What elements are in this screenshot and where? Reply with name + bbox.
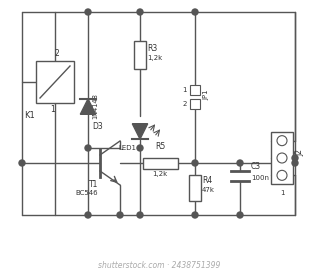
Bar [271,132,293,184]
Text: D3: D3 [92,122,103,131]
Text: R3: R3 [147,44,157,53]
Text: 1,2k: 1,2k [152,171,168,177]
Bar [190,99,200,109]
Circle shape [85,9,91,15]
Polygon shape [132,124,148,139]
Bar [36,61,74,103]
Text: 2: 2 [55,49,59,58]
Circle shape [292,160,298,166]
Text: C3: C3 [251,162,261,171]
Bar [190,85,200,95]
Circle shape [277,153,287,163]
Circle shape [192,212,198,218]
Bar [142,157,177,169]
Text: 1: 1 [183,87,187,93]
Text: JP1: JP1 [203,90,209,100]
Text: 1: 1 [51,105,55,114]
Circle shape [137,9,143,15]
Text: LED1: LED1 [118,145,136,151]
Text: R4: R4 [202,176,212,185]
Circle shape [117,212,123,218]
Circle shape [237,212,243,218]
Circle shape [85,212,91,218]
Text: T1: T1 [89,180,98,189]
Circle shape [277,170,287,180]
Text: R5: R5 [155,142,165,151]
Text: 1,2k: 1,2k [147,55,162,61]
Bar [134,41,146,69]
Text: K1: K1 [24,111,35,120]
Text: 47k: 47k [202,187,215,193]
Bar [189,175,201,201]
Circle shape [192,160,198,166]
Circle shape [237,160,243,166]
Text: 100n: 100n [251,175,269,181]
Circle shape [19,160,25,166]
Circle shape [277,136,287,146]
Text: 2: 2 [183,101,187,107]
Circle shape [292,155,298,161]
Circle shape [137,212,143,218]
Text: J2: J2 [295,150,304,157]
Text: shutterstock.com · 2438751399: shutterstock.com · 2438751399 [98,260,220,269]
Polygon shape [80,99,96,114]
Text: 1N4148: 1N4148 [92,93,98,119]
Text: 1: 1 [280,190,284,196]
Text: BC546: BC546 [75,190,98,196]
Circle shape [192,9,198,15]
Circle shape [85,145,91,151]
Circle shape [137,145,143,151]
